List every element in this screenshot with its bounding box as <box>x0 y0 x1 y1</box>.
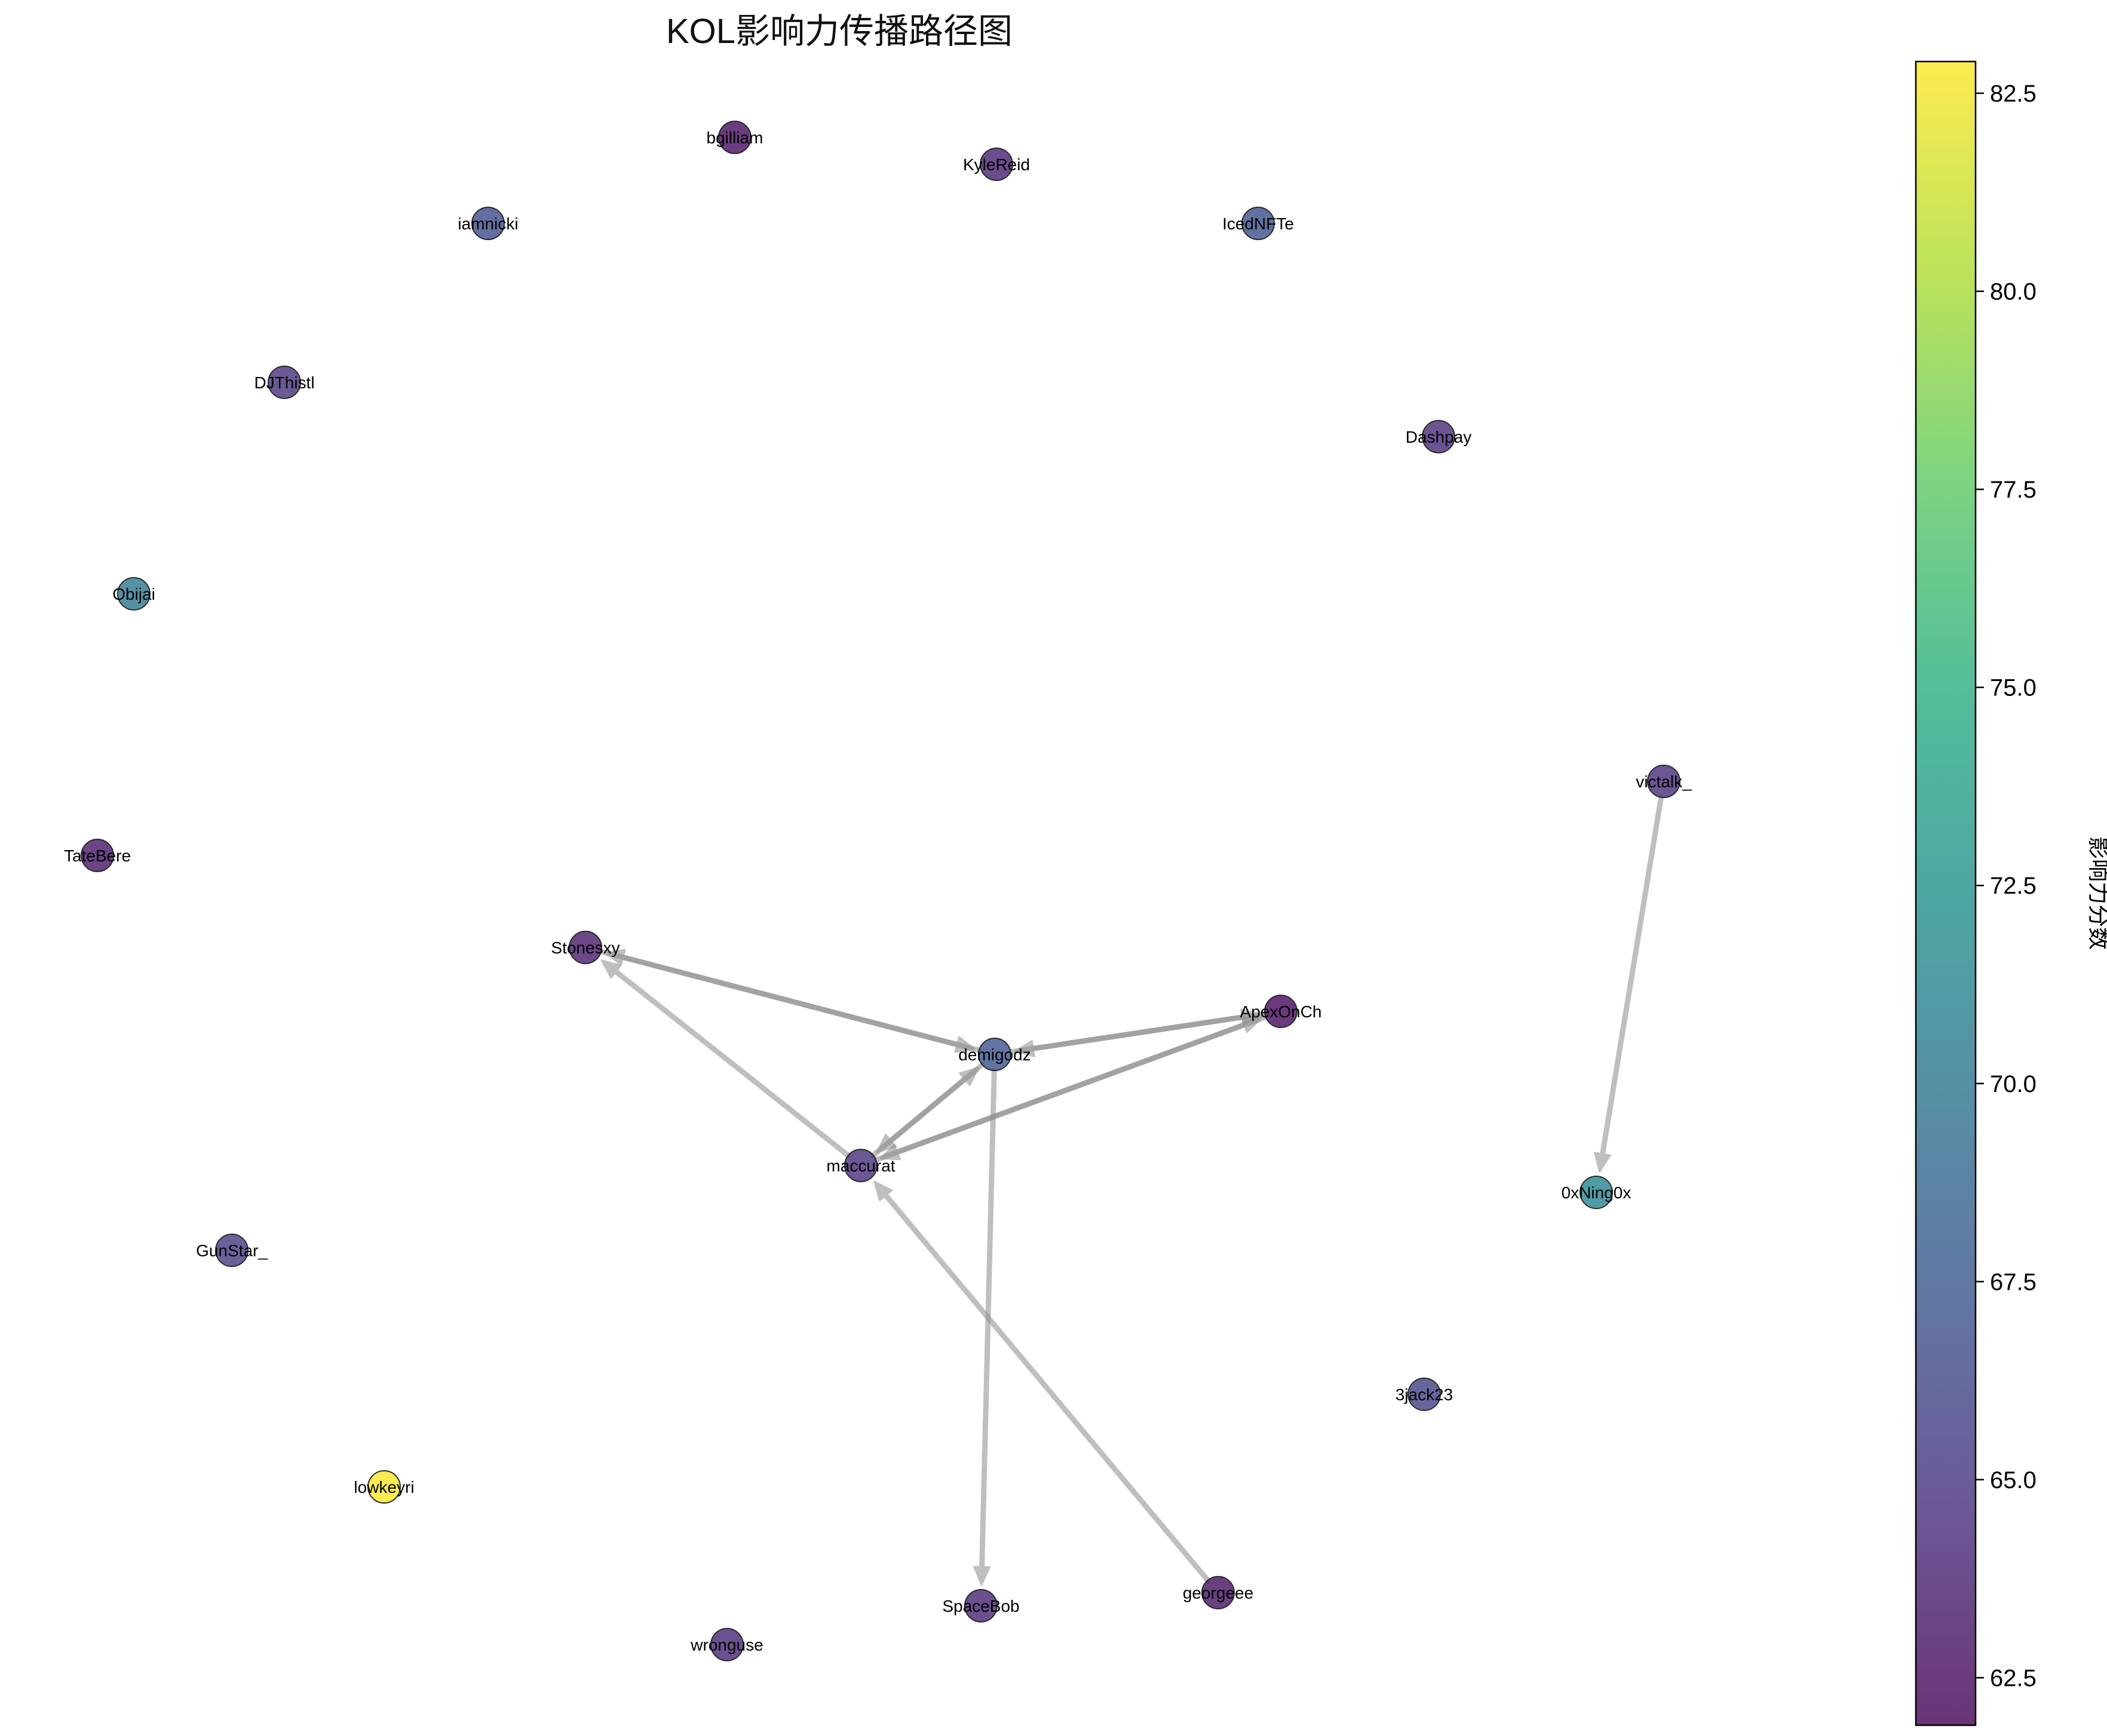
node-demigodz[interactable]: demigodz <box>958 1038 1031 1071</box>
node-circle[interactable] <box>117 577 151 611</box>
edge-victalk--to-0xning0x <box>1594 795 1664 1173</box>
colorbar-tick: 72.5 <box>1976 873 2037 899</box>
node-apexonch[interactable]: ApexOnCh <box>1240 995 1322 1028</box>
node-label: victalk_ <box>1636 772 1692 791</box>
node-circle[interactable] <box>844 1149 878 1182</box>
colorbar-tick-label: 77.5 <box>1990 477 2037 503</box>
node-3jack23[interactable]: 3jack23 <box>1396 1378 1453 1411</box>
node-bgilliam[interactable]: bgilliam <box>707 121 763 154</box>
colorbar-tick-label: 67.5 <box>1990 1269 2037 1295</box>
colorbar-tick: 62.5 <box>1976 1665 2037 1691</box>
node-circle[interactable] <box>215 1234 249 1267</box>
colorbar-gradient <box>1916 62 1976 1725</box>
edge-maccurat-to-stonesxy <box>600 959 851 1158</box>
node-kylereid[interactable]: KyleReid <box>963 148 1030 181</box>
node-circle[interactable] <box>1580 1176 1613 1209</box>
node-circle[interactable] <box>367 1470 401 1504</box>
node-label: TateBere <box>64 846 131 865</box>
node-label: iamnicki <box>458 214 518 233</box>
node-dashpay[interactable]: Dashpay <box>1406 420 1472 453</box>
node-circle[interactable] <box>710 1628 744 1661</box>
node-label: 3jack23 <box>1396 1385 1453 1404</box>
colorbar-tick: 65.0 <box>1976 1467 2037 1493</box>
edges-layer <box>598 795 1664 1586</box>
node-georgeee[interactable]: georgeee <box>1183 1576 1253 1609</box>
node-djthistl[interactable]: DJThistl <box>254 366 315 399</box>
colorbar-frame <box>1915 60 1977 1726</box>
node-label: lowkeyri <box>354 1478 414 1496</box>
node-circle[interactable] <box>569 931 602 964</box>
node-label: KyleReid <box>963 155 1030 174</box>
colorbar-tick-label: 80.0 <box>1990 279 2037 305</box>
colorbar-tick-label: 65.0 <box>1990 1467 2037 1493</box>
node-circle[interactable] <box>718 121 752 154</box>
edge-apexonch-to-maccurat <box>879 1014 1269 1161</box>
node-obijai[interactable]: Obijai <box>112 577 155 611</box>
node-circle[interactable] <box>964 1589 998 1622</box>
colorbar-tick: 82.5 <box>1976 81 2037 107</box>
node-label: SpaceBob <box>942 1597 1019 1615</box>
node-wronguse[interactable]: wronguse <box>690 1628 763 1661</box>
colorbar-label: 影响力分数 <box>2085 836 2107 950</box>
edge-apexonch-to-demigodz <box>1014 1011 1268 1057</box>
node-circle[interactable] <box>268 366 301 399</box>
node-circle[interactable] <box>1422 420 1455 453</box>
colorbar-tick-label: 62.5 <box>1990 1665 2037 1691</box>
node-circle[interactable] <box>1647 765 1680 798</box>
edge-stonesxy-to-demigodz <box>598 949 976 1053</box>
node-label: GunStar_ <box>196 1241 268 1260</box>
node-circle[interactable] <box>978 1038 1011 1071</box>
node-tatebere[interactable]: TateBere <box>64 839 131 872</box>
node-maccurat[interactable]: maccurat <box>826 1149 895 1182</box>
node-circle[interactable] <box>1241 207 1275 240</box>
colorbar-tick-label: 75.0 <box>1990 675 2037 701</box>
node-label: DJThistl <box>254 373 314 392</box>
node-icednfte[interactable]: IcedNFTe <box>1222 207 1294 240</box>
node-victalk-[interactable]: victalk_ <box>1636 765 1692 798</box>
node-label: wronguse <box>690 1636 763 1654</box>
colorbar: 62.5 65.0 67.5 70.0 72.5 75.0 77.5 80.0 82.5 影响力… <box>1915 60 2107 1726</box>
node-label: Obijai <box>112 585 155 603</box>
node-label: ApexOnCh <box>1240 1002 1322 1021</box>
node-label: Dashpay <box>1406 428 1472 446</box>
node-label: maccurat <box>826 1157 895 1175</box>
node-gunstar-[interactable]: GunStar_ <box>196 1234 268 1267</box>
colorbar-tick: 75.0 <box>1976 675 2037 701</box>
colorbar-ticks: 62.5 65.0 67.5 70.0 72.5 75.0 77.5 80.0 82.5 <box>1976 81 2037 1691</box>
edge-demigodz-to-spacebob <box>973 1068 997 1586</box>
colorbar-tick: 77.5 <box>1976 477 2037 503</box>
node-label: IcedNFTe <box>1222 214 1294 233</box>
node-stonesxy[interactable]: Stonesxy <box>551 931 620 964</box>
colorbar-tick: 67.5 <box>1976 1269 2037 1295</box>
colorbar-tick-label: 72.5 <box>1990 873 2037 899</box>
colorbar-tick: 80.0 <box>1976 279 2037 305</box>
node-circle[interactable] <box>81 839 114 872</box>
node-label: 0xNing0x <box>1562 1183 1631 1202</box>
node-0xning0x[interactable]: 0xNing0x <box>1562 1176 1631 1209</box>
node-circle[interactable] <box>1264 995 1298 1028</box>
edge-maccurat-to-demigodz <box>870 1066 980 1158</box>
colorbar-tick-label: 70.0 <box>1990 1071 2037 1097</box>
nodes-layer: bgilliam KyleReid iamnicki IcedNFTe DJThistl… <box>64 121 1692 1661</box>
node-spacebob[interactable]: SpaceBob <box>942 1589 1020 1622</box>
node-circle[interactable] <box>980 148 1013 181</box>
node-label: Stonesxy <box>551 938 619 957</box>
colorbar-tick: 70.0 <box>1976 1071 2037 1097</box>
node-label: demigodz <box>958 1045 1031 1064</box>
colorbar-tick-label: 82.5 <box>1990 81 2037 107</box>
node-circle[interactable] <box>471 207 505 240</box>
node-lowkeyri[interactable]: lowkeyri <box>354 1470 415 1504</box>
node-label: bgilliam <box>707 128 763 147</box>
node-circle[interactable] <box>1407 1378 1441 1411</box>
node-circle[interactable] <box>1201 1576 1235 1609</box>
node-iamnicki[interactable]: iamnicki <box>458 207 519 240</box>
chart-title: KOL影响力传播路径图 <box>666 12 1013 51</box>
node-label: georgeee <box>1183 1584 1253 1602</box>
edge-georgeee-to-maccurat <box>873 1180 1211 1583</box>
